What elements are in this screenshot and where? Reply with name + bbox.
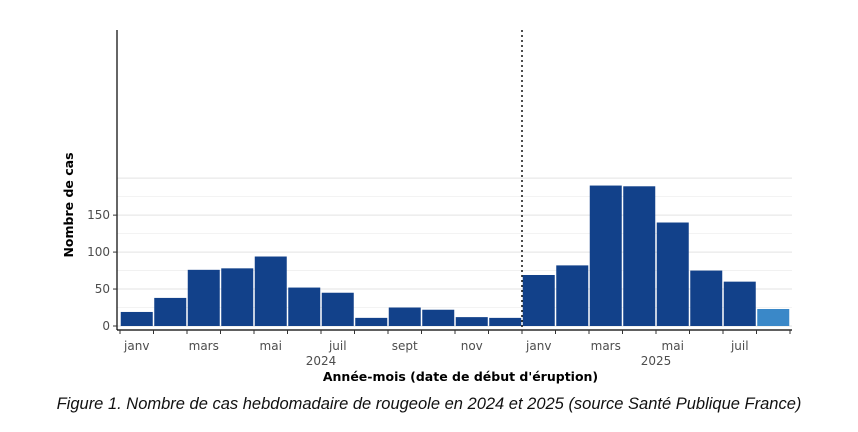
bar-2024-04: [221, 268, 254, 326]
bar-2025-06: [690, 270, 723, 326]
bar-2025-04: [623, 186, 656, 326]
figure-caption: Figure 1. Nombre de cas hebdomadaire de …: [56, 395, 802, 413]
bar-2024-02: [154, 297, 187, 326]
measles-bar-chart: 0 50 100 150 janv mars mai juil sept nov janv mars…: [61, 30, 792, 384]
x-axis-ticks: janv mars mai juil sept nov janv mars mai juil: [119, 330, 791, 353]
year-label: 2024: [306, 354, 337, 368]
bar-2024-07: [321, 292, 354, 326]
x-tick-label: mars: [591, 339, 621, 353]
y-tick-label: 100: [87, 245, 110, 259]
x-tick-label: sept: [392, 339, 418, 353]
y-tick-label: 150: [87, 208, 110, 222]
x-tick-label: janv: [525, 339, 551, 353]
x-tick-label: janv: [123, 339, 149, 353]
bar-2024-12: [489, 317, 522, 326]
bar-2025-02: [556, 265, 589, 326]
bar-2024-05: [254, 256, 287, 326]
bar-2024-10: [422, 309, 455, 326]
y-axis-ticks: 0 50 100 150: [87, 208, 117, 333]
bar-2024-06: [288, 287, 321, 326]
y-tick-label: 0: [102, 319, 110, 333]
bar-2024-11: [455, 317, 488, 326]
x-tick-label: mars: [189, 339, 219, 353]
bar-2025-01: [522, 274, 555, 326]
bar-2024-09: [388, 307, 421, 326]
x-axis-title: Année-mois (date de début d'éruption): [323, 369, 598, 384]
bar-2025-07: [723, 281, 756, 326]
x-tick-label: juil: [730, 339, 749, 353]
bar-2024-03: [187, 269, 220, 326]
x-tick-label: mai: [662, 339, 684, 353]
bar-2024-01: [120, 311, 153, 326]
bar-2024-08: [355, 317, 388, 326]
bar-2025-03: [589, 185, 622, 326]
bar-2025-05: [656, 222, 689, 326]
year-label: 2025: [641, 354, 672, 368]
y-tick-label: 50: [95, 282, 110, 296]
year-labels: 2024 2025: [306, 354, 672, 368]
x-tick-label: nov: [461, 339, 483, 353]
x-tick-label: juil: [328, 339, 347, 353]
x-tick-label: mai: [260, 339, 282, 353]
y-axis-title: Nombre de cas: [61, 152, 76, 257]
bars: [120, 185, 790, 326]
bar-2025-08: [757, 308, 790, 326]
